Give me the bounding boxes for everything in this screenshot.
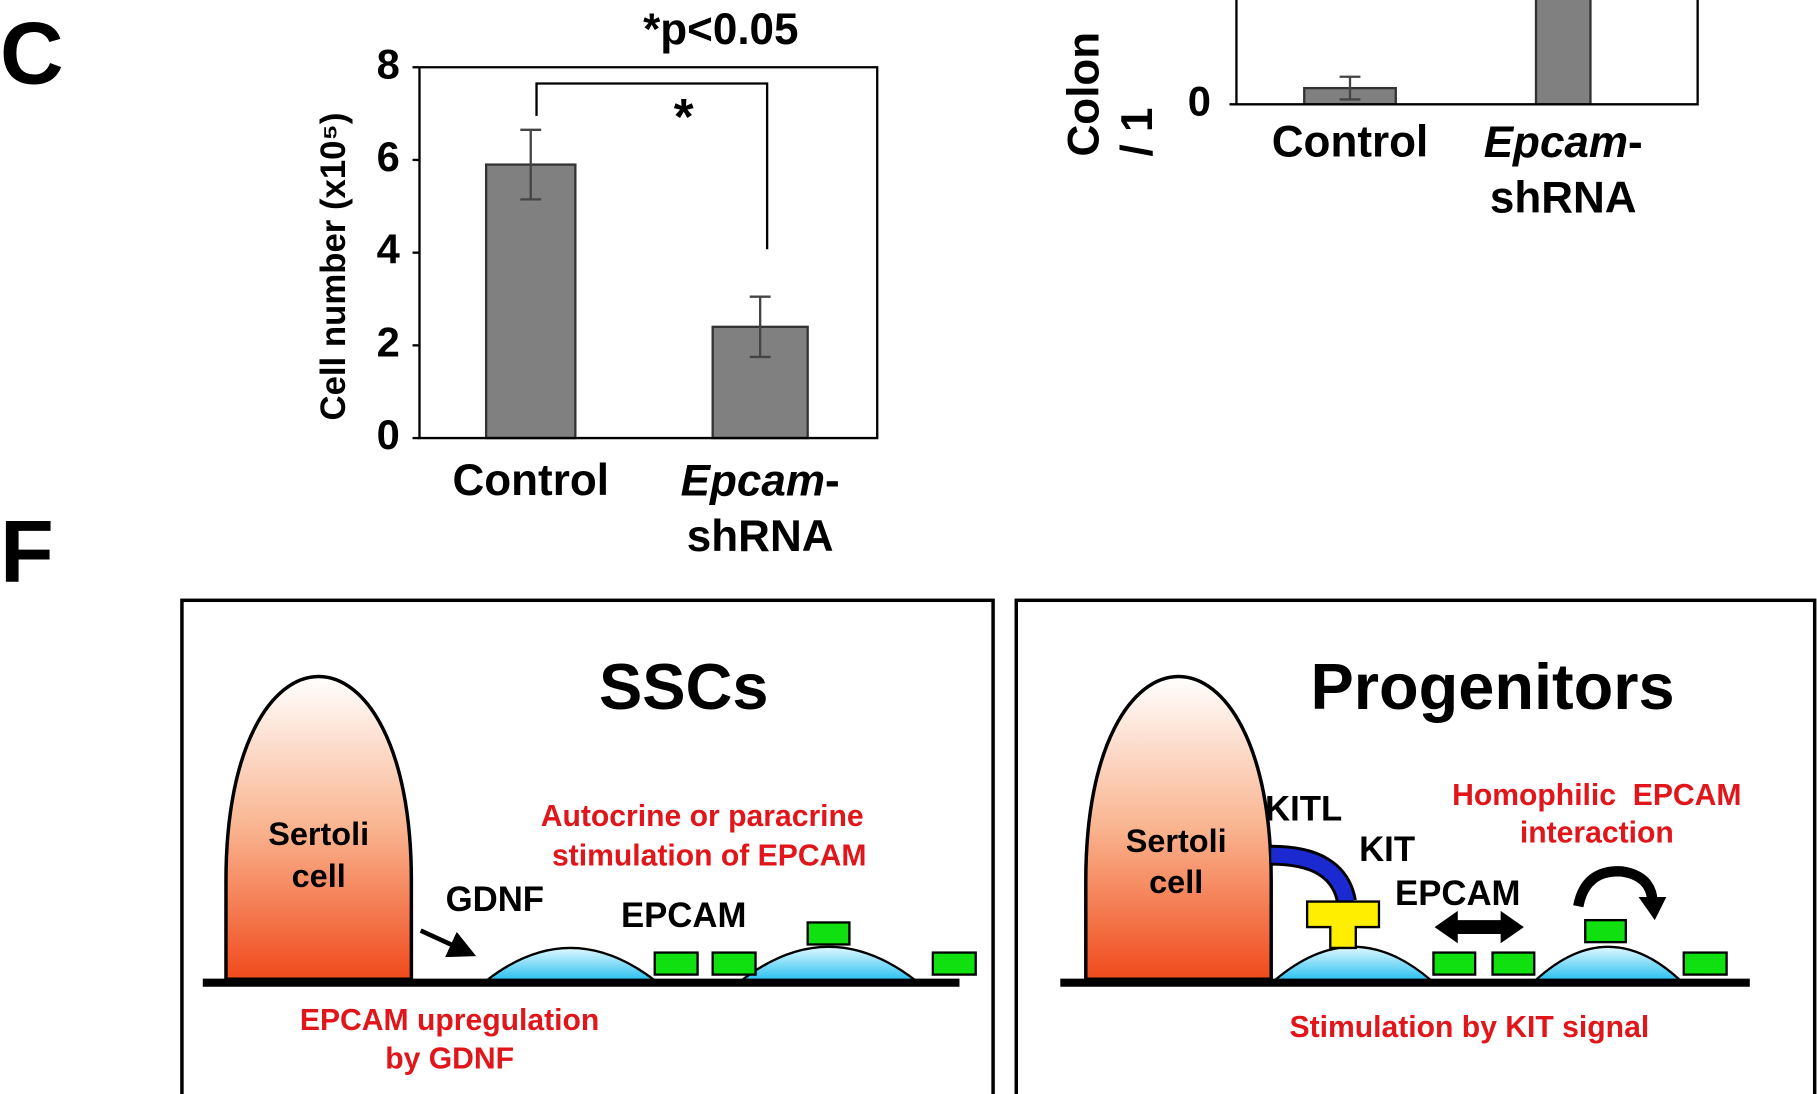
chart (412, 66, 879, 440)
label: EPCAM (1395, 875, 1521, 913)
bar (1534, 0, 1592, 106)
error-bar (520, 128, 542, 201)
annotation: Autocrine or paracrine (541, 800, 864, 833)
annotation: Homophilic EPCAM (1452, 779, 1741, 812)
y-tick-label: 4 (377, 226, 400, 273)
x-tick-label: Control (1272, 118, 1428, 167)
y-tick-label: 6 (377, 133, 400, 180)
chart (1229, 0, 1699, 106)
annotation: *p<0.05 (643, 5, 798, 54)
kit (1305, 900, 1381, 950)
panel-title: Progenitors (1310, 650, 1674, 723)
panel-label: F (0, 502, 54, 601)
label: KIT (1359, 831, 1415, 869)
chart-panel: 0 Control Epcam-shRNA Colon/ 1 (1060, 0, 1699, 223)
y-tick-label: 0 (1188, 77, 1211, 124)
germ-cell (1271, 945, 1435, 982)
y-axis-label: / 1 (1113, 108, 1162, 157)
x-tick-label: Epcam-shRNA (1484, 118, 1643, 223)
sertoli-cell (1084, 674, 1273, 981)
epcam-molecules (1432, 918, 1728, 976)
panel-label: C (0, 4, 64, 103)
y-axis-label: Cell number (x10⁵) (315, 113, 353, 421)
progenitor-panel: Progenitors Sertoli cell KITL KIT EPCAM … (1014, 598, 1817, 1094)
error-bar (749, 295, 771, 359)
axes-frame (1235, 0, 1699, 106)
y-tick-label: 2 (377, 318, 400, 365)
bar (484, 163, 577, 440)
annotation: EPCAM upregulation (300, 1004, 599, 1037)
axes-frame (418, 66, 879, 440)
curved-arrow (1638, 896, 1667, 921)
ssc-panel: SSCs Sertoli cell GDNF EPCAM Autocrine o… (180, 598, 995, 1094)
kitl (1271, 847, 1354, 904)
sertoli-cell (224, 674, 414, 981)
label: GDNF (446, 881, 544, 919)
y-tick-label: 0 (377, 411, 400, 458)
annotation: Stimulation by KIT signal (1290, 1011, 1650, 1044)
label: Sertoli (268, 816, 369, 852)
germ-cell (1532, 945, 1684, 982)
label: cell (292, 858, 346, 894)
panel-box (1014, 598, 1817, 1094)
significance-mark: * (674, 88, 694, 145)
y-axis-label: Colon (1060, 32, 1109, 157)
x-tick-label: Control (452, 456, 608, 505)
germ-cell (738, 945, 919, 982)
significance-bracket (535, 82, 769, 250)
germ-cell (483, 946, 659, 982)
epcam-molecules (653, 921, 977, 976)
chart-panel: 0 2 4 6 8 Control Epcam-shRNA Cell number (x10⁵… (315, 5, 879, 561)
annotation: stimulation of EPCAM (552, 840, 866, 873)
y-tick-label: 8 (377, 40, 400, 87)
panel-title: SSCs (599, 650, 768, 723)
curved-arrow (1573, 866, 1658, 908)
label: cell (1149, 864, 1203, 900)
label: Sertoli (1126, 823, 1227, 859)
error-bar (1339, 75, 1361, 101)
annotation: by GDNF (385, 1042, 514, 1075)
x-tick-label: Epcam-shRNA (681, 456, 840, 561)
label: EPCAM (621, 897, 747, 935)
label: KITL (1265, 790, 1342, 828)
panel-box (180, 598, 995, 1094)
arrow (419, 928, 477, 958)
annotation: interaction (1520, 816, 1674, 849)
double-arrow (1434, 910, 1524, 944)
